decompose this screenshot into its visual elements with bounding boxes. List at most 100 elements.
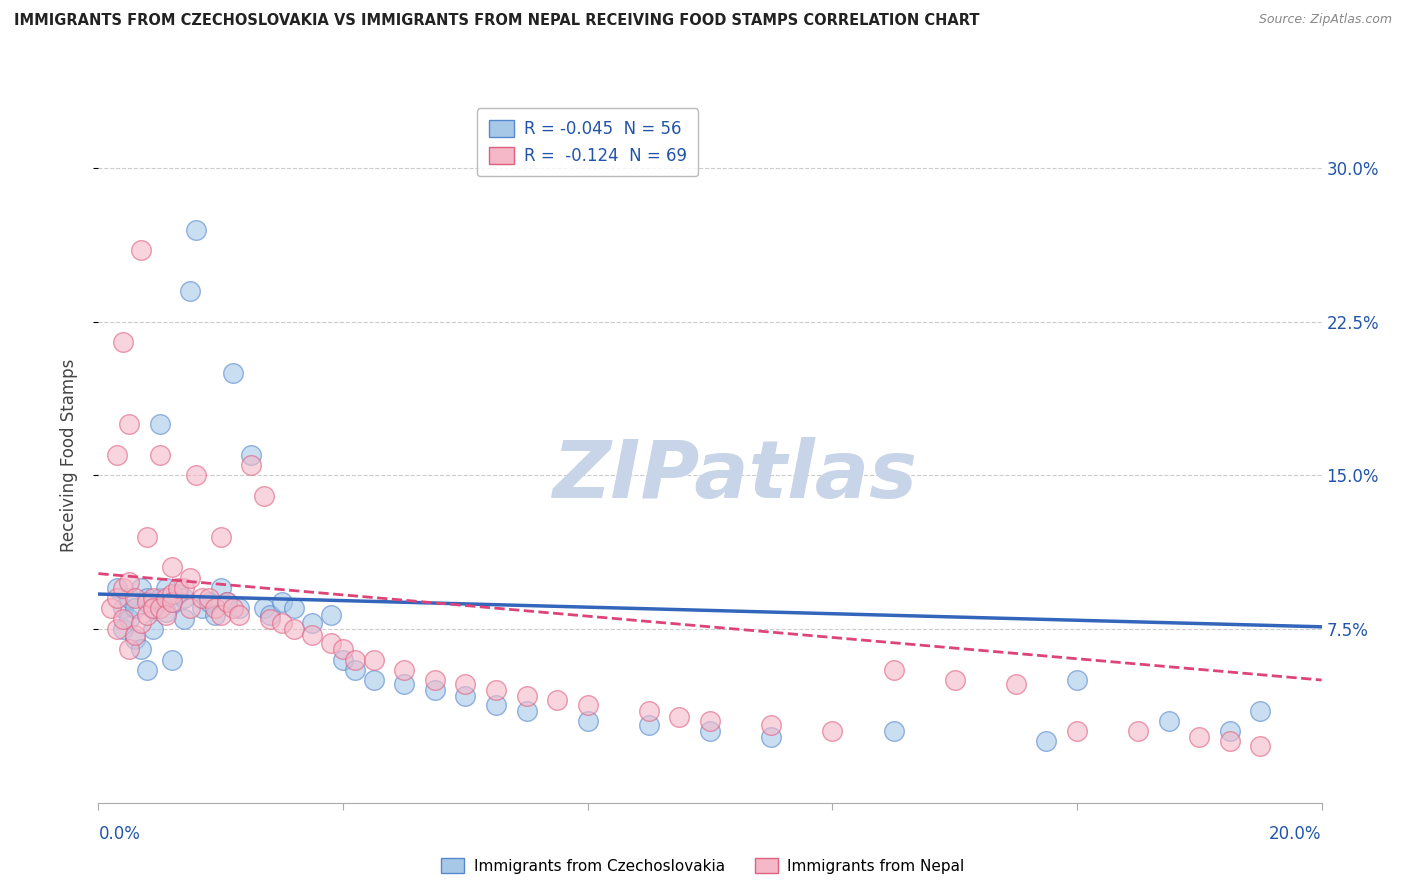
Point (222, 601, 245, 615)
Point (344, 652, 367, 666)
Point (136, 591, 159, 606)
Point (118, 612, 141, 626)
Point (136, 530, 159, 544)
Point (392, 677, 416, 691)
Point (363, 652, 385, 666)
Point (240, 448, 263, 462)
Point (392, 663, 416, 677)
Point (485, 683, 508, 698)
Point (252, 601, 274, 615)
Point (111, 581, 134, 595)
Point (118, 417, 141, 432)
Point (111, 612, 134, 626)
Point (173, 581, 195, 595)
Point (1066, 724, 1088, 739)
Point (167, 581, 190, 595)
Point (173, 612, 195, 626)
Point (105, 581, 128, 595)
Point (363, 673, 385, 687)
Point (259, 612, 281, 626)
Point (283, 622, 305, 636)
Point (1157, 714, 1180, 728)
Point (149, 417, 172, 432)
Point (136, 595, 159, 609)
Point (179, 284, 201, 298)
Point (160, 652, 183, 666)
Point (319, 607, 342, 622)
Point (259, 607, 281, 622)
Point (111, 601, 134, 615)
Point (240, 458, 263, 472)
Text: Source: ZipAtlas.com: Source: ZipAtlas.com (1258, 13, 1392, 27)
Point (1249, 739, 1271, 753)
Point (124, 601, 146, 615)
Point (155, 581, 177, 595)
Point (270, 595, 292, 609)
Point (149, 601, 172, 615)
Point (111, 335, 134, 350)
Point (149, 591, 172, 606)
Point (637, 704, 661, 718)
Point (197, 595, 219, 609)
Point (759, 718, 782, 732)
Point (1035, 734, 1057, 748)
Point (124, 591, 146, 606)
Point (301, 615, 323, 630)
Point (546, 693, 568, 707)
Point (160, 587, 183, 601)
Point (124, 632, 146, 646)
Point (1128, 724, 1150, 739)
Legend: R = -0.045  N = 56, R =  -0.124  N = 69: R = -0.045 N = 56, R = -0.124 N = 69 (477, 109, 699, 177)
Point (209, 530, 232, 544)
Point (332, 652, 354, 666)
Point (179, 571, 201, 585)
Point (332, 642, 354, 657)
Point (191, 601, 214, 615)
Point (1066, 673, 1088, 687)
Point (118, 642, 141, 657)
Point (228, 607, 250, 622)
Point (204, 607, 226, 622)
Point (215, 595, 238, 609)
Point (142, 601, 165, 615)
Point (129, 615, 152, 630)
Point (142, 591, 165, 606)
Point (516, 690, 538, 704)
Point (100, 601, 122, 615)
Point (454, 677, 477, 691)
Point (883, 663, 905, 677)
Point (155, 591, 177, 606)
Point (301, 628, 323, 642)
Point (136, 663, 159, 677)
Point (129, 581, 152, 595)
Point (160, 595, 183, 609)
Point (142, 601, 165, 615)
Point (344, 663, 367, 677)
Point (129, 244, 152, 258)
Point (516, 704, 538, 718)
Point (209, 581, 232, 595)
Point (485, 698, 508, 712)
Point (668, 710, 690, 724)
Point (1219, 724, 1241, 739)
Point (142, 622, 165, 636)
Point (118, 591, 141, 606)
Point (454, 690, 477, 704)
Point (179, 601, 201, 615)
Point (197, 591, 219, 606)
Text: IMMIGRANTS FROM CZECHOSLOVAKIA VS IMMIGRANTS FROM NEPAL RECEIVING FOOD STAMPS CO: IMMIGRANTS FROM CZECHOSLOVAKIA VS IMMIGR… (14, 13, 980, 29)
Point (209, 607, 232, 622)
Point (149, 448, 172, 462)
Point (270, 615, 292, 630)
Point (167, 587, 190, 601)
Point (160, 560, 183, 574)
Point (699, 724, 721, 739)
Text: 0.0%: 0.0% (98, 825, 141, 843)
Point (186, 468, 208, 483)
Point (252, 489, 274, 503)
Point (191, 591, 214, 606)
Point (759, 731, 782, 745)
Point (136, 607, 159, 622)
Point (222, 366, 245, 380)
Point (105, 591, 128, 606)
